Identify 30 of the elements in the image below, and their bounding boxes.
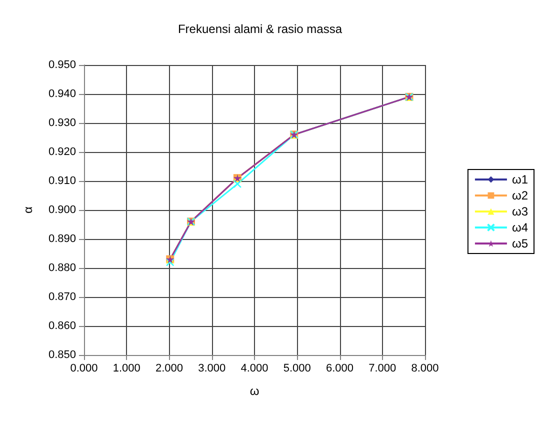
y-tick-label: 0.940 [48,88,76,100]
y-tick-label: 0.890 [48,233,76,245]
point [166,258,174,266]
x-tick-label: 1.000 [112,362,140,374]
legend-label: ω2 [512,188,528,202]
legend-label: ω4 [512,220,528,234]
x-tick-label: 0.000 [70,362,98,374]
x-tick-label: 2.000 [155,362,184,374]
legend-label: ω5 [512,236,528,250]
x-tick-label: 5.000 [283,362,311,374]
y-tick-label: 0.930 [48,117,76,129]
y-tick-label: 0.950 [48,59,76,71]
y-tick-label: 0.900 [48,204,76,216]
y-tick-label: 0.870 [48,291,76,303]
y-tick-label: 0.860 [48,320,76,332]
legend-label: ω3 [512,204,528,218]
x-tick-label: 3.000 [198,362,226,374]
x-tick-label: 6.000 [326,362,354,374]
x-tick-label: 8.000 [411,362,439,374]
y-tick-label: 0.880 [48,262,76,274]
y-tick-label: 0.920 [48,146,76,158]
x-tick-label: 4.000 [240,362,268,374]
chart-title: Frekuensi alami & rasio massa [178,22,342,36]
y-tick-label: 0.910 [48,175,76,187]
y-axis-title: α [21,206,35,214]
x-axis-title: ω [250,384,260,398]
point [233,180,242,188]
y-tick-label: 0.850 [48,349,76,361]
x-tick-label: 7.000 [368,362,396,374]
legend-label: ω1 [512,172,528,186]
